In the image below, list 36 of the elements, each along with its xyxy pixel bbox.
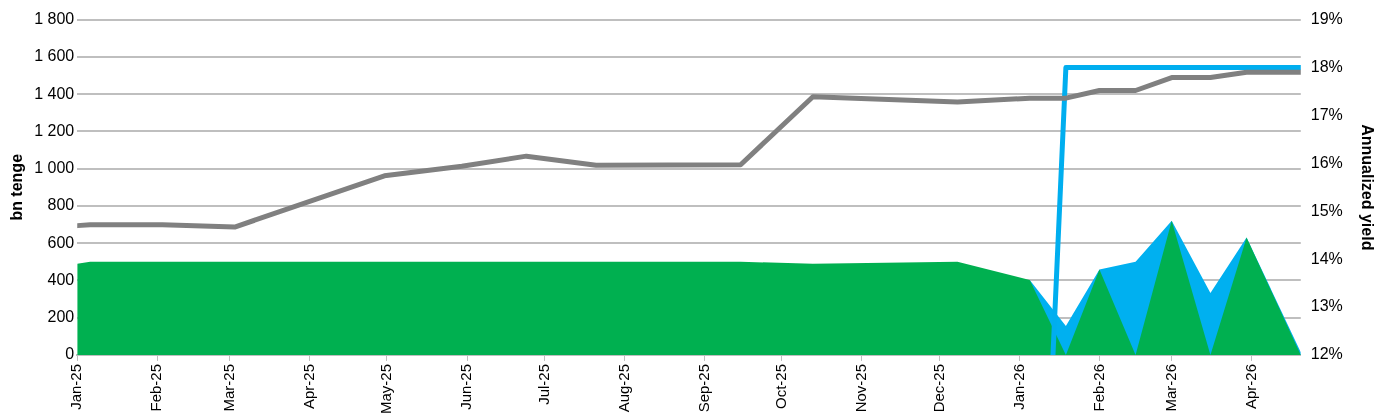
y-tick-label: 1 000 — [34, 159, 75, 177]
x-tick-label: May-25 — [377, 363, 395, 415]
y-tick-label: 200 — [47, 308, 75, 326]
y2-tick-label: 17% — [1310, 105, 1343, 123]
x-tick-label: Dec-25 — [929, 363, 947, 413]
y-tick-label: 1 800 — [34, 10, 75, 28]
x-tick-label: Jan-26 — [1009, 363, 1027, 410]
y-tick-label: 1 600 — [34, 47, 75, 65]
x-tick-label: Nov-25 — [852, 363, 870, 413]
x-tick-label: Jan-25 — [67, 363, 85, 410]
x-tick-label: Apr-26 — [1241, 363, 1259, 410]
x-tick-label: Aug-25 — [614, 363, 632, 413]
y2-tick-label: 15% — [1310, 201, 1343, 219]
x-tick-label: Apr-25 — [299, 363, 317, 410]
x-tick-label: Mar-26 — [1161, 363, 1179, 412]
x-tick-label: Jun-25 — [457, 363, 475, 410]
x-tick-label: Feb-25 — [147, 363, 165, 412]
y2-axis-title: Annualized yield — [1358, 124, 1376, 251]
y2-tick-label: 18% — [1310, 57, 1343, 75]
y-tick-label: 800 — [47, 196, 75, 214]
y-tick-label: 1 400 — [34, 84, 75, 102]
x-tick-label: Mar-25 — [219, 363, 237, 412]
y2-tick-label: 12% — [1310, 345, 1343, 363]
x-tick-label: Feb-26 — [1089, 363, 1107, 412]
y2-tick-label: 14% — [1310, 249, 1343, 267]
y2-tick-label: 19% — [1310, 10, 1343, 28]
y2-tick-label: 13% — [1310, 297, 1343, 315]
x-tick-label: Sep-25 — [694, 363, 712, 413]
x-tick-label: Jul-25 — [534, 363, 552, 405]
y-tick-label: 0 — [65, 345, 75, 363]
y-tick-label: 600 — [47, 233, 75, 251]
x-tick-label: Oct-25 — [772, 363, 790, 409]
y-axis-title: bn tenge — [8, 153, 26, 221]
y2-tick-label: 16% — [1310, 153, 1343, 171]
y-tick-label: 1 200 — [34, 121, 75, 139]
y-tick-label: 400 — [47, 270, 75, 288]
